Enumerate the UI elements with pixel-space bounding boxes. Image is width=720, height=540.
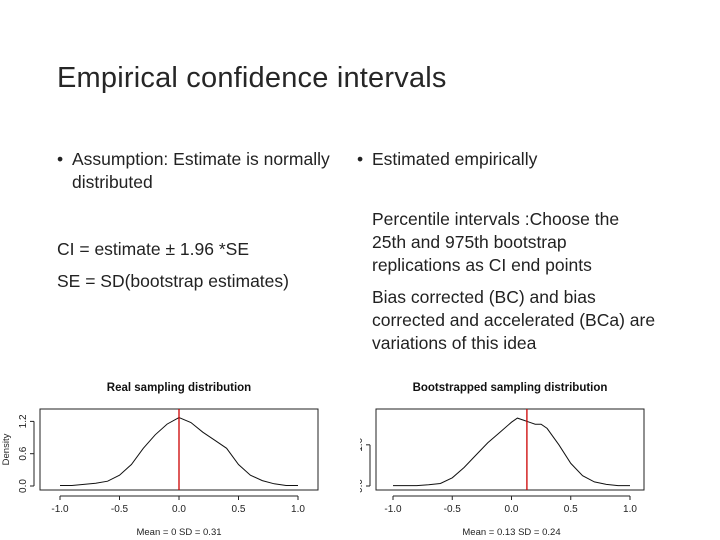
real-sampling-distribution-plot: Real sampling distribution -1.0 -0.5 0.0 0.5… — [1, 382, 319, 538]
ci-formula: CI = estimate ± 1.96 *SE — [57, 239, 249, 259]
x-tick-label: 1.0 — [623, 504, 637, 515]
density-curve — [393, 417, 630, 487]
bullet-dot-icon: • — [57, 149, 64, 169]
x-tick-label: -0.5 — [111, 504, 129, 515]
left-bullet-text: Assumption: Estimate is normally distrib… — [72, 149, 330, 192]
y-tick-label: 1.0 — [360, 437, 365, 451]
left-bullet: • Assumption: Estimate is normally distr… — [57, 148, 347, 194]
right-bullet: • Estimated empirically — [357, 148, 657, 171]
bullet-dot-icon: • — [357, 149, 364, 169]
x-tick-label: -1.0 — [384, 504, 402, 515]
right-bullet-text: Estimated empirically — [372, 149, 538, 169]
y-tick-label: 1.2 — [18, 414, 29, 428]
plot-frame — [375, 408, 645, 491]
y-axis-label: Density — [1, 433, 12, 465]
se-formula: SE = SD(bootstrap estimates) — [57, 271, 289, 291]
x-tick-label: 0.5 — [564, 504, 578, 515]
percentile-paragraph: Percentile intervals :Choose the 25th an… — [372, 209, 620, 275]
plot-title: Bootstrapped sampling distribution — [413, 382, 608, 394]
x-tick-label: -1.0 — [51, 504, 69, 515]
x-axis-label: Mean = 0 SD = 0.31 — [136, 527, 221, 538]
right-column: • Estimated empirically Percentile inter… — [357, 148, 657, 355]
y-tick-label: 0.6 — [18, 446, 29, 460]
y-tick-label: 0.0 — [360, 479, 365, 493]
x-tick-label: 0.5 — [232, 504, 246, 515]
x-tick-label: 0.0 — [172, 504, 186, 515]
x-tick-label: 0.0 — [505, 504, 519, 515]
x-tick-label: -0.5 — [444, 504, 462, 515]
y-tick-label: 0.0 — [18, 479, 29, 493]
x-tick-label: 1.0 — [291, 504, 305, 515]
left-column: • Assumption: Estimate is normally distr… — [57, 148, 347, 293]
slide-title: Empirical confidence intervals — [57, 62, 447, 94]
x-axis-label: Mean = 0.13 SD = 0.24 — [462, 527, 560, 538]
bias-corrected-paragraph: Bias corrected (BC) and bias corrected a… — [372, 287, 656, 353]
plot-title: Real sampling distribution — [107, 382, 251, 394]
bootstrapped-sampling-distribution-plot: Bootstrapped sampling distribution -1.0 -0… — [360, 382, 645, 538]
